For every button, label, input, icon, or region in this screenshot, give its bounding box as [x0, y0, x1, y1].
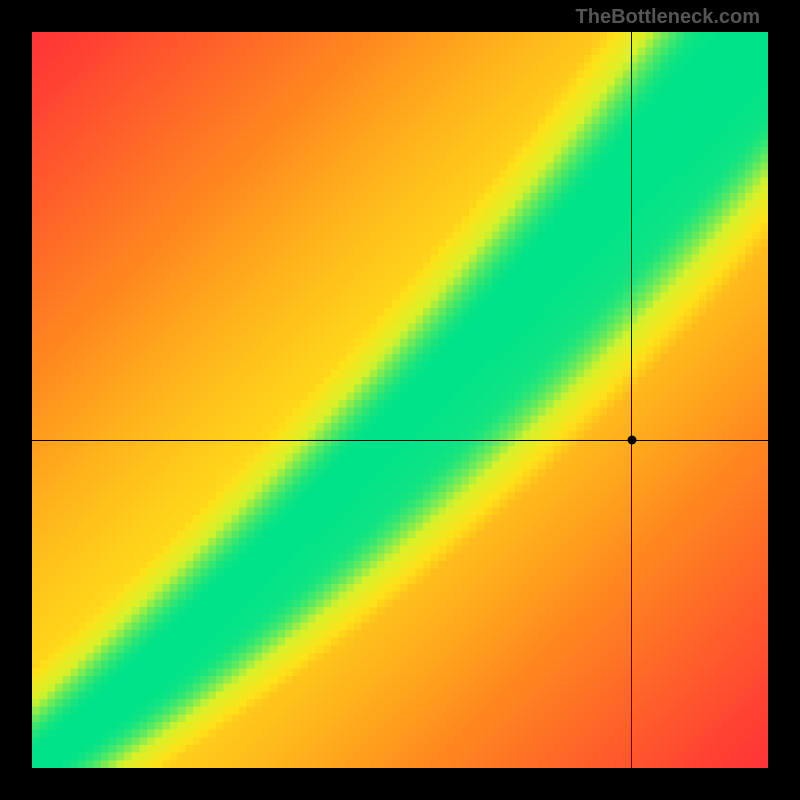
chart-container: TheBottleneck.com [0, 0, 800, 800]
attribution-text: TheBottleneck.com [576, 6, 760, 29]
plot-area [32, 32, 768, 768]
crosshair-vertical [631, 32, 632, 768]
crosshair-horizontal [32, 440, 768, 441]
crosshair-marker[interactable] [627, 436, 636, 445]
heatmap-canvas [32, 32, 768, 768]
